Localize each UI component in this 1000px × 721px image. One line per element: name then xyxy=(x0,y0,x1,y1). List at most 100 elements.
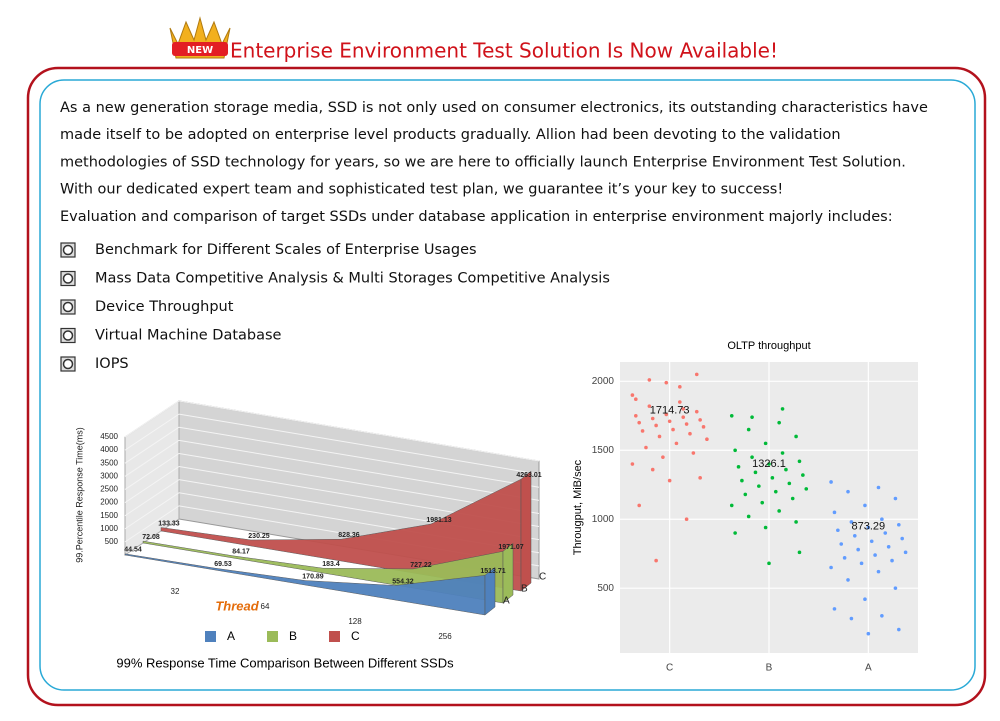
point xyxy=(780,451,785,455)
data-label: 4263.01 xyxy=(516,472,541,479)
point xyxy=(684,517,689,522)
grid-line xyxy=(124,492,180,530)
point xyxy=(842,556,847,560)
point xyxy=(698,476,702,480)
badge-bg xyxy=(172,42,228,56)
point xyxy=(746,427,751,432)
y-tick-label: 2000 xyxy=(100,498,118,507)
data-label: 133.33 xyxy=(158,520,180,527)
point xyxy=(863,597,867,602)
mean-label: 1714.73 xyxy=(650,405,690,417)
point xyxy=(681,415,686,419)
point xyxy=(650,416,655,421)
point xyxy=(829,565,833,570)
y-tick-label: 1000 xyxy=(592,514,615,525)
point xyxy=(664,380,669,385)
point xyxy=(787,481,792,486)
inner-frame xyxy=(39,79,976,691)
point xyxy=(740,478,744,483)
grid-line xyxy=(124,466,180,503)
grid-line xyxy=(178,413,540,475)
point xyxy=(846,578,850,582)
point xyxy=(839,542,844,546)
headline: Enterprise Environment Test Solution Is … xyxy=(230,39,778,63)
feature-list: Benchmark for Different Scales of Enterp… xyxy=(60,242,610,372)
point xyxy=(773,489,778,494)
point xyxy=(801,473,805,477)
grid-line xyxy=(124,413,180,451)
point xyxy=(900,536,904,541)
point xyxy=(797,550,802,555)
point xyxy=(856,547,860,552)
point xyxy=(729,413,734,418)
x-tick-label: 64 xyxy=(261,602,270,611)
x-axis-label: Thread xyxy=(215,598,259,613)
bullet-dot xyxy=(62,301,74,313)
point xyxy=(876,569,881,574)
data-label: 183.4 xyxy=(322,561,340,568)
paragraph-line: made itself to be adopted on enterprise … xyxy=(60,127,841,143)
point xyxy=(634,413,638,418)
ribbon-end xyxy=(484,566,496,616)
grid-line xyxy=(124,439,180,477)
point xyxy=(880,613,884,618)
point xyxy=(694,409,699,414)
point xyxy=(873,553,877,557)
point xyxy=(767,462,771,466)
data-label: 1971.07 xyxy=(498,544,523,551)
y-tick-label: 500 xyxy=(105,537,119,546)
response-chart: 500 1000 1500 2000 2500 3000 3500 4000 4500 133.3… xyxy=(74,400,546,670)
paragraph-line: Evaluation and comparison of target SSDs… xyxy=(60,209,893,225)
ribbon-end xyxy=(520,470,532,592)
point xyxy=(869,539,874,544)
legend-label: A xyxy=(227,629,235,643)
point xyxy=(684,422,689,426)
grid-line xyxy=(124,505,180,543)
grid-line xyxy=(124,453,180,490)
point xyxy=(876,485,881,490)
paragraph-line: With our dedicated expert team and sophi… xyxy=(60,182,783,198)
grid-line xyxy=(124,400,180,438)
x-tick-label: 128 xyxy=(348,617,362,626)
depth-label: B xyxy=(521,584,528,595)
legend-swatch xyxy=(205,631,216,642)
chart-title: 99% Response Time Comparison Between Dif… xyxy=(116,655,454,670)
point xyxy=(667,419,672,424)
legend-swatch xyxy=(267,631,278,642)
grid-line xyxy=(124,479,180,517)
badge-text: NEW xyxy=(187,45,213,56)
bullet-dot xyxy=(62,358,74,370)
data-label: 69.53 xyxy=(214,561,232,568)
y-tick-label: 4500 xyxy=(100,432,118,441)
y-tick-label: 3500 xyxy=(100,458,118,467)
bullet-dot xyxy=(62,273,74,284)
intro: As a new generation storage media, SSD i… xyxy=(60,100,928,225)
point xyxy=(794,520,798,524)
point xyxy=(777,420,781,425)
point xyxy=(637,420,641,425)
grid-line xyxy=(124,426,180,464)
point xyxy=(804,487,809,491)
point xyxy=(866,525,871,530)
point xyxy=(729,503,734,508)
point xyxy=(880,517,884,522)
point xyxy=(664,412,669,417)
point xyxy=(644,445,648,450)
point xyxy=(630,462,635,466)
data-label: 72.08 xyxy=(142,534,160,541)
list-item: Benchmark for Different Scales of Enterp… xyxy=(95,242,477,258)
y-tick-label: 3000 xyxy=(100,471,118,480)
point xyxy=(797,459,802,464)
chart-title: OLTP throughput xyxy=(727,340,810,352)
point xyxy=(763,441,768,446)
data-label: 230.25 xyxy=(248,533,270,540)
grid-line xyxy=(178,426,540,488)
point xyxy=(637,503,641,508)
paragraph-line: methodologies of SSD technology for year… xyxy=(60,154,906,170)
point xyxy=(836,528,840,533)
point xyxy=(657,434,662,439)
point xyxy=(647,378,652,382)
point xyxy=(832,510,837,515)
x-tick-label: C xyxy=(666,663,673,674)
